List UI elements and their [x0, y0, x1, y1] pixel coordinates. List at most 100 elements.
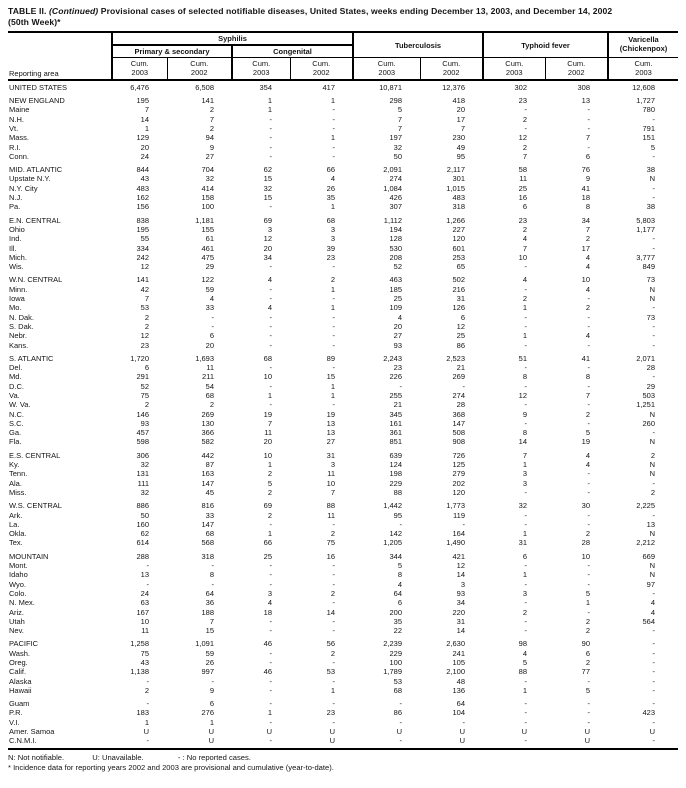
cell: U — [420, 736, 484, 750]
col-header-congenital-2002: Cum. 2002 — [289, 57, 354, 81]
title-rest: Provisional cases of selected notifiable… — [100, 6, 613, 16]
cell: 2 — [209, 400, 214, 410]
cell: 147 — [201, 519, 214, 529]
cell: 1,177 — [636, 224, 656, 234]
cell: 69 — [263, 501, 272, 511]
cell: - — [524, 626, 528, 636]
cell: 2 — [267, 510, 272, 520]
cell: 4 — [397, 312, 403, 322]
cell: 68 — [205, 390, 214, 400]
cell: 105 — [452, 658, 466, 667]
cell: 32 — [140, 487, 149, 497]
cell: 19 — [263, 409, 272, 419]
cell: 160 — [136, 519, 149, 529]
row-label: E.N. CENTRAL — [9, 215, 61, 225]
region-row: PACIFIC 1,258 1,091 46 56 2,239 2,630 98 90 - — [8, 635, 678, 648]
cell: N — [649, 409, 656, 419]
cell: - — [587, 123, 591, 133]
cell: - — [332, 658, 336, 667]
cell: - — [587, 607, 591, 617]
cell: 791 — [642, 123, 656, 133]
cell: 614 — [136, 538, 149, 548]
table-row: Conn. 24 27 - - 50 95 7 6 - — [8, 152, 678, 161]
cell: - — [524, 363, 528, 373]
cell: 14 — [456, 626, 466, 636]
cell: 2 — [522, 142, 528, 152]
cell: 2 — [522, 294, 528, 304]
region-row: NEW ENGLAND 195 141 1 1 298 418 23 13 1,727 — [8, 92, 678, 105]
cell: 63 — [140, 598, 149, 608]
cell: 6,476 — [130, 82, 149, 92]
cell: 1,251 — [636, 400, 656, 410]
cell: 31 — [456, 616, 466, 626]
cell: 53 — [326, 667, 336, 677]
row-label: N.C. — [9, 409, 24, 419]
cell: 33 — [205, 303, 214, 313]
cell: 75 — [326, 538, 336, 548]
varicella-label-line1: Varicella — [628, 35, 659, 45]
cell: 52 — [393, 262, 403, 272]
cell: U — [208, 727, 214, 737]
cell: 7 — [209, 616, 214, 626]
table-row: S. Dak. 2 - - - 20 12 - - - — [8, 322, 678, 331]
cell: 18 — [263, 607, 272, 617]
cell: - — [269, 321, 273, 331]
table-row: Wash. 75 59 - 2 229 241 4 6 - — [8, 649, 678, 658]
col-header-congenital-2003: Cum. 2003 — [231, 57, 290, 81]
cell: 21 — [456, 363, 466, 373]
row-label: Ind. — [9, 234, 22, 244]
cell: 90 — [581, 639, 591, 649]
cell: 42 — [140, 284, 149, 294]
cell: - — [269, 142, 273, 152]
cell: 582 — [201, 437, 214, 447]
cell: 32 — [518, 501, 528, 511]
cell: 41 — [581, 183, 591, 193]
cell: - — [652, 626, 656, 636]
row-label: N.H. — [9, 114, 24, 124]
cell: 7 — [397, 114, 403, 124]
cell: 354 — [259, 82, 272, 92]
row-label: Utah — [9, 616, 25, 626]
cell: 10 — [518, 252, 528, 262]
cell: 35 — [326, 193, 336, 203]
row-label: Maine — [9, 105, 30, 115]
cell: 2,071 — [636, 353, 656, 363]
reporting-area-header: Reporting area — [8, 31, 113, 81]
cell: 11 — [141, 626, 149, 636]
cell: 255 — [389, 390, 403, 400]
cell: - — [652, 243, 656, 253]
cell: 2 — [144, 400, 149, 410]
cell: 334 — [136, 243, 149, 253]
cell: U — [329, 727, 336, 737]
cell: 2 — [522, 114, 528, 124]
cell: 4 — [522, 275, 528, 285]
cell: 1 — [330, 284, 336, 294]
cell: 502 — [452, 275, 466, 285]
table-row: Ga. 457 366 11 13 361 508 8 5 - — [8, 428, 678, 437]
cell: 9 — [209, 142, 214, 152]
title-prefix: TABLE II. — [8, 6, 47, 16]
cell: - — [269, 381, 273, 391]
row-label: Wyo. — [9, 579, 27, 589]
footnote-no-reported-cases: - : No reported cases. — [177, 752, 251, 762]
table-row: Del. 6 11 - - 23 21 - - 28 — [8, 363, 678, 372]
row-label: R.I. — [9, 142, 21, 152]
cell: 141 — [201, 96, 214, 106]
cell: 6 — [144, 363, 149, 373]
cell: 308 — [577, 82, 591, 92]
cell: 41 — [581, 353, 591, 363]
cell: 6 — [397, 598, 403, 608]
cell: 6 — [522, 551, 528, 561]
cell: 2 — [585, 234, 591, 244]
cell: 68 — [205, 529, 214, 539]
cell: 260 — [642, 418, 656, 428]
cell: 1 — [209, 717, 214, 727]
cell: 97 — [646, 579, 656, 589]
row-label: Nev. — [9, 626, 24, 636]
cell: 269 — [201, 409, 214, 419]
footnote-incidence-note: * Incidence data for reporting years 200… — [8, 762, 334, 772]
cell: 4 — [650, 607, 656, 617]
cell: 1,084 — [383, 183, 403, 193]
cell: 1,181 — [195, 215, 214, 225]
row-label: Ga. — [9, 428, 22, 438]
